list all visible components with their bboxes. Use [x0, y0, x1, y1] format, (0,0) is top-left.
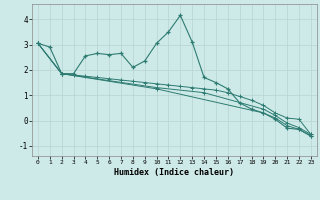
- X-axis label: Humidex (Indice chaleur): Humidex (Indice chaleur): [115, 168, 234, 177]
